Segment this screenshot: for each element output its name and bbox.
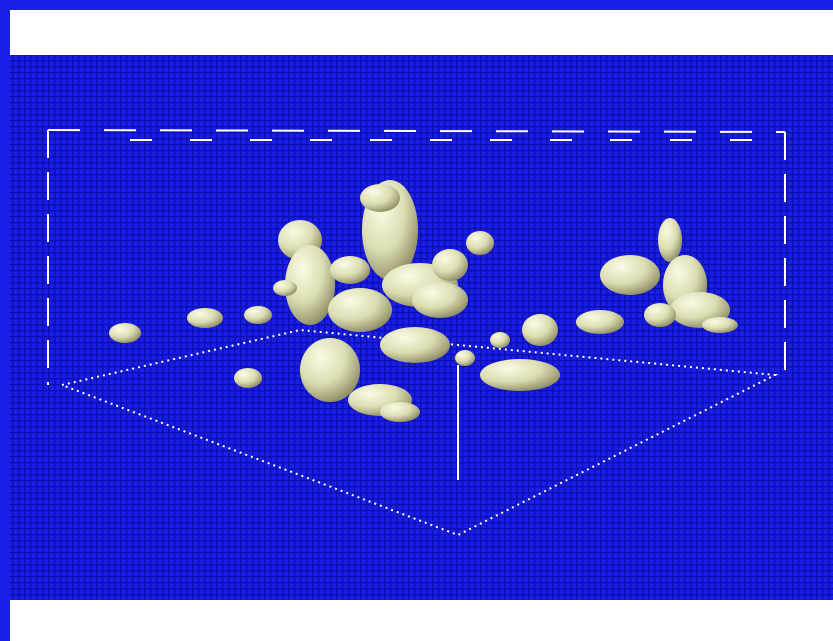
blob xyxy=(600,255,660,295)
blob xyxy=(109,323,141,343)
blob xyxy=(480,359,560,391)
blob xyxy=(328,288,392,332)
blob xyxy=(380,402,420,422)
blob xyxy=(360,184,400,212)
blob xyxy=(576,310,624,334)
blob xyxy=(490,332,510,348)
blob xyxy=(187,308,223,328)
blob xyxy=(412,282,468,318)
blob xyxy=(380,327,450,363)
blob xyxy=(658,218,682,262)
floor xyxy=(58,328,779,537)
blob xyxy=(285,245,335,325)
blob xyxy=(432,249,468,281)
left-border xyxy=(0,0,10,641)
blob xyxy=(244,306,272,324)
top-border xyxy=(0,0,833,10)
blob xyxy=(455,350,475,366)
top-edge xyxy=(47,129,786,133)
bounding-box xyxy=(47,129,786,537)
blob xyxy=(466,231,494,255)
blob xyxy=(234,368,262,388)
blob xyxy=(273,280,297,296)
blobs xyxy=(109,180,738,422)
blob xyxy=(300,338,360,402)
blob xyxy=(522,314,558,346)
blob xyxy=(702,317,738,333)
blob xyxy=(644,303,676,327)
blob xyxy=(330,256,370,284)
